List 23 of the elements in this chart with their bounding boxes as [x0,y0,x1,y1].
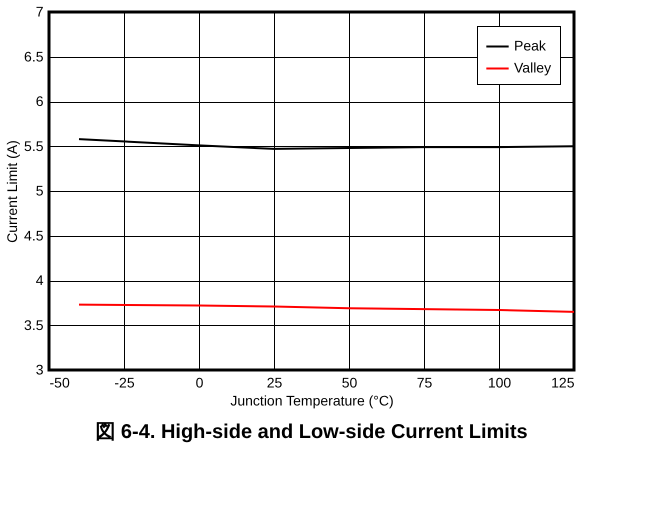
y-tick-label: 4 [36,272,44,288]
y-tick-label: 5 [36,182,44,198]
legend-label: Valley [514,60,552,76]
y-axis-title: Current Limit (A) [4,140,20,243]
x-tick-label: 50 [342,374,358,390]
x-tick-label: -25 [114,374,135,390]
x-tick-label: 0 [196,374,204,390]
y-tick-label: 6.5 [24,48,44,64]
x-tick-label: 75 [416,374,432,390]
y-tick-label: 5.5 [24,138,44,154]
x-tick-label: -50 [50,374,70,390]
y-tick-label: 3 [36,362,44,378]
line-series [78,304,575,313]
y-tick-label: 4.5 [24,227,44,244]
text: 図 6-4. High-side and Low-side Current Limits [95,421,528,443]
x-tick-label: 25 [266,374,282,390]
x-tick-label: 100 [488,374,512,390]
y-tick-label: 7 [36,4,44,20]
y-tick-label: 6 [36,93,44,109]
legend-label: Peak [514,38,547,54]
x-axis-title: Junction Temperature (°C) [230,392,394,408]
y-tick-label: 3.5 [24,316,44,333]
x-tick-label: 125 [551,374,575,390]
